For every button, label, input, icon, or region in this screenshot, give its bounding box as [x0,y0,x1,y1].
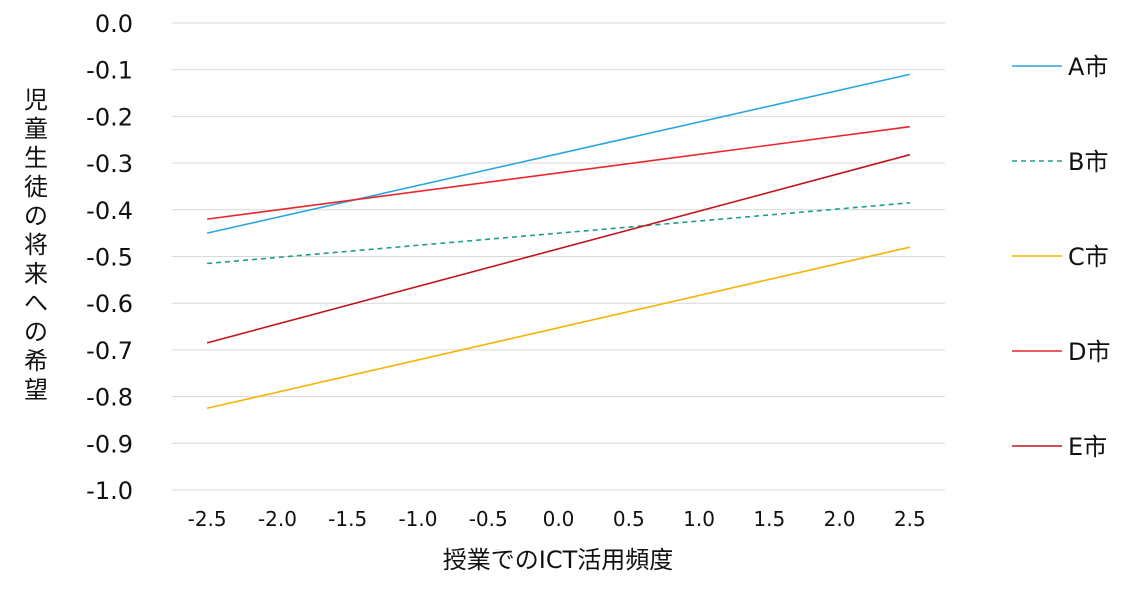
x-tick-label: 1.5 [753,507,785,531]
x-tick-label: 2.0 [824,507,856,531]
y-tick-label: -0.3 [86,150,133,178]
y-tick-label: -0.7 [86,337,133,365]
x-tick-label: 2.5 [894,507,926,531]
y-tick-label: 0.0 [95,10,133,38]
series-lines [206,73,911,410]
legend: A市 B市 C市 D市 E市 [1012,53,1110,461]
legend-label: B市 [1068,148,1108,176]
y-axis-title: 児童生徒の将来への希望 [24,86,48,404]
y-tick-label: -0.2 [86,103,133,131]
y-tick-label: -0.1 [86,57,133,85]
legend-label: E市 [1068,433,1107,461]
x-tick-label: -1.0 [398,507,437,531]
series-line-5 [206,153,911,344]
grid [172,22,945,491]
legend-label: D市 [1068,338,1110,366]
y-axis-ticks: 0.0 -0.1 -0.2 -0.3 -0.4 -0.5 -0.6 -0.7 -0.8 -0.9 -… [86,10,133,505]
series-line-1 [206,73,911,234]
x-axis-ticks: -2.5 -2.0 -1.5 -1.0 -0.5 0.0 0.5 1.0 1.5 2.0 2.5 [188,507,926,531]
y-tick-label: -0.8 [86,384,133,412]
y-tick-label: -0.4 [86,197,133,225]
x-axis-title: 授業でのICT活用頻度 [443,546,674,574]
x-tick-label: 0.5 [613,507,645,531]
x-tick-label: 1.0 [683,507,715,531]
y-tick-label: -1.0 [86,477,133,505]
x-tick-label: -1.5 [328,507,367,531]
series-line-4 [207,125,910,220]
y-tick-label: -0.6 [86,290,133,318]
y-tick-label: -0.5 [86,244,133,272]
y-tick-label: -0.9 [86,430,133,458]
legend-label: C市 [1068,243,1109,271]
x-tick-label: 0.0 [543,507,575,531]
x-tick-label: -2.0 [258,507,297,531]
series-line-3 [206,246,911,410]
x-tick-label: -0.5 [469,507,508,531]
series-line-2 [207,201,910,265]
x-tick-label: -2.5 [188,507,227,531]
legend-label: A市 [1068,53,1108,81]
